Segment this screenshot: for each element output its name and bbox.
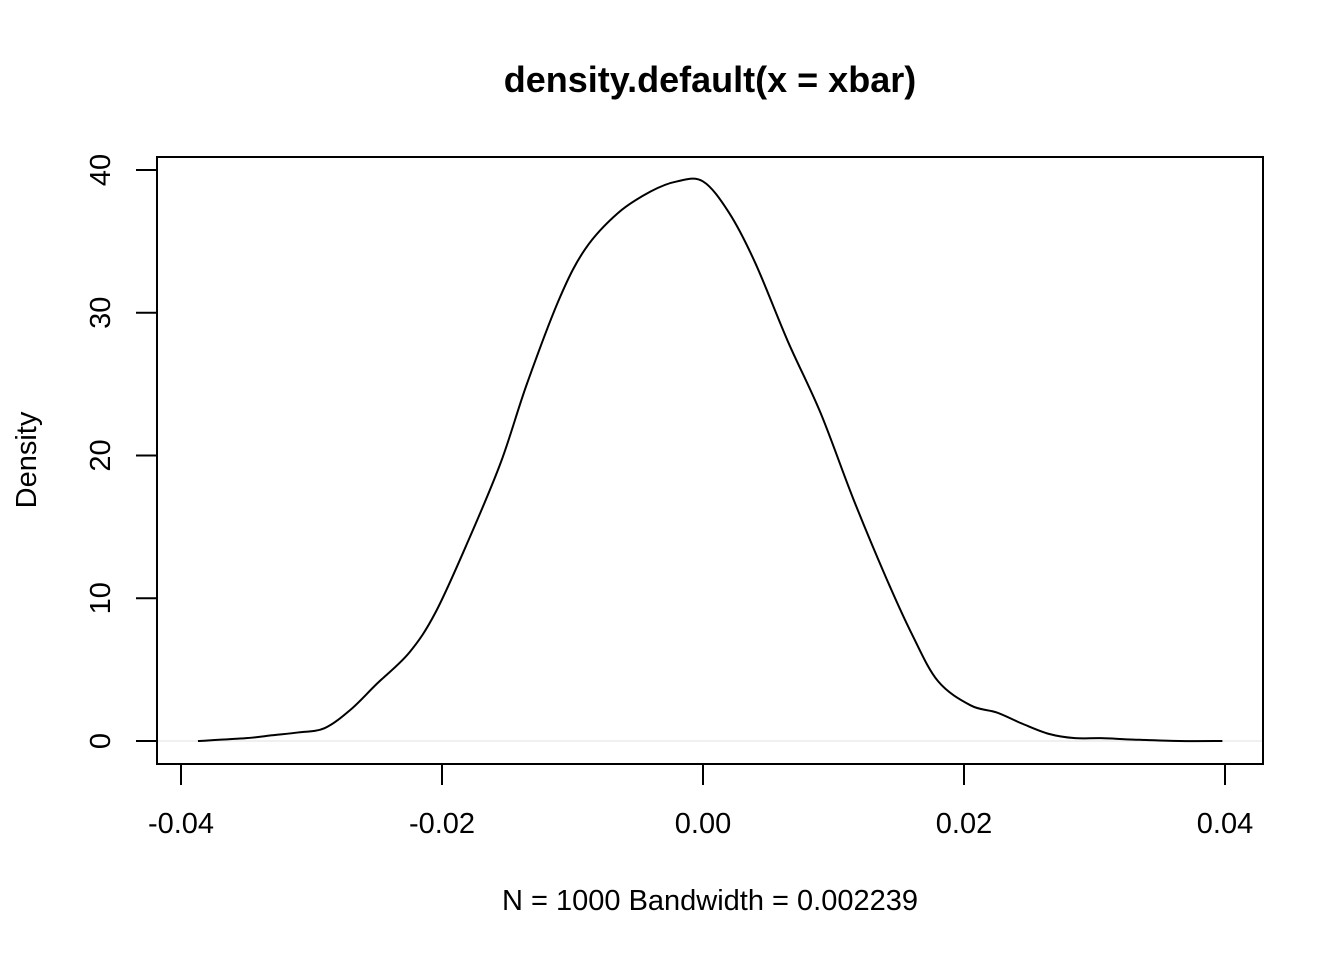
x-tick-label: -0.02: [409, 808, 475, 840]
x-tick-label: -0.04: [148, 808, 214, 840]
x-tick-label: 0.02: [936, 808, 992, 840]
y-tick-label: 40: [85, 154, 117, 186]
x-tick-label: 0.00: [675, 808, 731, 840]
plot-frame: [156, 156, 1264, 765]
y-tick-label: 0: [85, 733, 117, 749]
y-tick-label: 30: [85, 297, 117, 329]
y-axis-title: Density: [11, 411, 43, 508]
y-axis: 0 10 20 30 40: [85, 154, 158, 749]
x-tick-label: 0.04: [1197, 808, 1253, 840]
y-tick-label: 10: [85, 582, 117, 614]
y-tick-label: 20: [85, 439, 117, 471]
density-curve: [197, 177, 1223, 743]
chart-title: density.default(x = xbar): [504, 59, 916, 100]
x-axis-title: N = 1000 Bandwidth = 0.002239: [502, 885, 918, 917]
x-axis: -0.04 -0.02 0.00 0.02 0.04: [148, 763, 1253, 840]
